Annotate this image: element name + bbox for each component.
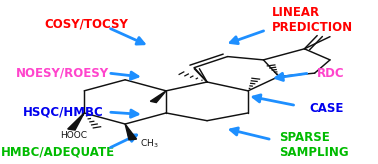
Text: HOOC: HOOC (60, 131, 87, 140)
Text: NOESY/ROESY: NOESY/ROESY (16, 67, 109, 80)
Text: HMBC/ADEQUATE: HMBC/ADEQUATE (1, 145, 115, 158)
Polygon shape (125, 124, 136, 140)
Text: CH$_3$: CH$_3$ (141, 138, 159, 150)
Text: RDC: RDC (317, 67, 345, 80)
Polygon shape (150, 91, 166, 102)
Text: CASE: CASE (310, 102, 344, 114)
Text: COSY/TOCSY: COSY/TOCSY (44, 18, 128, 31)
Text: LINEAR
PREDICTION: LINEAR PREDICTION (272, 6, 353, 34)
Polygon shape (68, 113, 84, 130)
Text: SPARSE
SAMPLING: SPARSE SAMPLING (279, 131, 349, 159)
Text: HSQC/HMBC: HSQC/HMBC (23, 106, 104, 119)
